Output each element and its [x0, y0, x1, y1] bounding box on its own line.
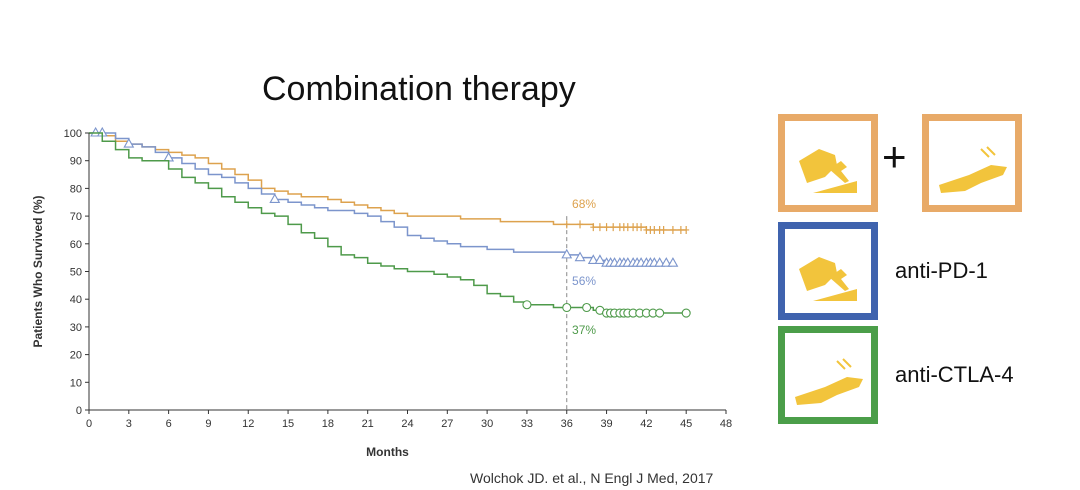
x-tick-label: 42	[640, 418, 652, 430]
censor-mark	[660, 257, 672, 267]
censor-mark	[638, 223, 645, 232]
x-tick-label: 45	[680, 418, 692, 430]
censor-mark	[677, 225, 684, 234]
censor-mark	[610, 223, 617, 232]
censor-mark	[163, 151, 175, 162]
censor-mark	[590, 223, 597, 232]
y-tick-label: 100	[64, 128, 82, 140]
end-label-anti-pd-1: 56%	[572, 274, 596, 288]
end-label-anti-ctla-4: 37%	[572, 323, 596, 337]
y-tick-label: 80	[70, 183, 82, 195]
censor-mark	[123, 137, 135, 148]
censor-mark	[603, 223, 610, 232]
censor-mark	[681, 308, 691, 318]
censor-mark	[624, 223, 631, 232]
censor-mark	[669, 225, 676, 234]
censor-mark	[563, 220, 570, 229]
x-axis-label: Months	[366, 445, 409, 459]
citation: Wolchok JD. et al., N Engl J Med, 2017	[470, 470, 714, 486]
x-tick-label: 27	[441, 418, 453, 430]
pd1-antibody-icon	[799, 257, 857, 301]
pd1-antibody-icon	[799, 149, 857, 193]
censor-mark	[582, 302, 592, 313]
censor-mark	[522, 300, 532, 310]
y-tick-label: 0	[76, 405, 82, 417]
combination-pd1-box	[778, 114, 878, 212]
chart-title: Combination therapy	[262, 70, 576, 108]
combination-ctla4-box	[922, 114, 1022, 212]
x-tick-label: 3	[126, 418, 132, 430]
y-tick-label: 60	[70, 239, 82, 251]
y-tick-label: 90	[70, 156, 82, 168]
y-tick-label: 50	[70, 267, 82, 279]
end-label-combination: 68%	[572, 197, 596, 211]
x-tick-label: 15	[282, 418, 294, 430]
x-tick-label: 36	[561, 418, 573, 430]
censor-mark	[574, 251, 586, 262]
censor-mark	[587, 254, 599, 264]
y-tick-label: 30	[70, 322, 82, 334]
y-tick-label: 40	[70, 294, 82, 306]
y-tick-label: 20	[70, 350, 82, 362]
ctla4-antibody-icon	[939, 146, 1007, 193]
x-tick-label: 21	[362, 418, 374, 430]
x-tick-label: 39	[600, 418, 612, 430]
censor-mark	[90, 126, 102, 137]
x-tick-label: 12	[242, 418, 254, 430]
x-tick-label: 0	[86, 418, 92, 430]
censor-mark	[651, 225, 658, 234]
y-tick-label: 10	[70, 377, 82, 389]
series-line-anti-ctla-4	[89, 132, 687, 314]
plus-sign: +	[882, 133, 907, 180]
x-tick-label: 24	[401, 418, 413, 430]
anti-ctla4-label: anti-CTLA-4	[895, 362, 1014, 387]
anti-ctla4-box	[778, 326, 878, 424]
censor-mark	[577, 220, 584, 229]
series-line-anti-pd-1	[89, 132, 673, 264]
censor-mark	[654, 257, 666, 267]
x-tick-label: 9	[205, 418, 211, 430]
censor-mark	[683, 225, 690, 234]
anti-pd1-box	[778, 222, 878, 320]
censor-mark	[269, 193, 281, 204]
x-tick-label: 48	[720, 418, 732, 430]
x-tick-label: 18	[322, 418, 334, 430]
y-axis-label: Patients Who Survived (%)	[31, 195, 45, 347]
censor-mark	[596, 223, 603, 232]
censor-mark	[667, 257, 679, 267]
censor-mark	[655, 308, 665, 318]
x-tick-label: 6	[166, 418, 172, 430]
y-tick-label: 70	[70, 211, 82, 223]
censor-mark	[562, 302, 572, 313]
censor-mark	[561, 248, 573, 259]
ctla4-antibody-icon	[795, 358, 863, 405]
censor-mark	[660, 225, 667, 234]
x-tick-label: 30	[481, 418, 493, 430]
censor-mark	[594, 254, 606, 264]
x-tick-label: 33	[521, 418, 533, 430]
anti-pd1-label: anti-PD-1	[895, 258, 988, 283]
series-line-combination	[89, 132, 687, 231]
